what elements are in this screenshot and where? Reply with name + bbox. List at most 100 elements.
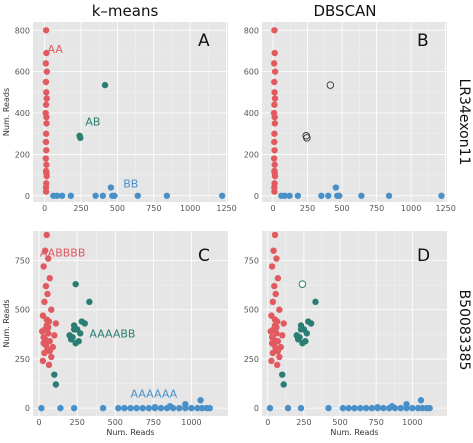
panel-background	[262, 22, 447, 202]
data-point	[145, 404, 152, 412]
data-point	[297, 404, 305, 412]
data-point	[101, 81, 109, 89]
data-point	[157, 404, 165, 412]
column-title-kmeans: k–means	[92, 2, 159, 20]
data-point	[380, 404, 387, 412]
data-point	[206, 404, 213, 412]
data-point	[45, 330, 52, 337]
data-point	[281, 192, 288, 199]
x-axis-label: Num. Reads	[330, 428, 378, 437]
data-point	[409, 404, 416, 412]
panels: 0 250 500 750 1000 1250 0 200 400 600 800 Num. Read…	[2, 22, 456, 437]
data-point	[299, 339, 306, 347]
cluster-label: AAAABB	[89, 327, 135, 340]
data-point	[77, 330, 84, 337]
data-point	[312, 298, 319, 306]
data-point	[151, 403, 159, 411]
data-point	[43, 95, 50, 102]
x-axis-label: Num. Reads	[106, 428, 154, 437]
y-tick-label: 400	[244, 109, 259, 118]
x-tick-label: 1250	[435, 204, 455, 213]
data-point	[42, 78, 50, 86]
data-point	[345, 404, 352, 412]
x-tick-label: 500	[334, 204, 349, 213]
panel-letter: B	[417, 31, 429, 51]
y-axis-label: Num. Reads	[2, 299, 11, 347]
panel-background	[33, 22, 228, 202]
data-point	[41, 298, 48, 306]
data-point	[357, 404, 364, 412]
y-tick-label: 750	[15, 257, 30, 266]
y-tick-label: 800	[15, 26, 30, 35]
data-point	[397, 404, 404, 412]
data-point	[99, 192, 107, 199]
data-point	[271, 78, 278, 86]
data-point	[42, 138, 50, 146]
y-tick-label: 600	[15, 68, 30, 77]
data-point	[273, 330, 280, 337]
data-point	[39, 312, 47, 319]
y-tick-label: 200	[244, 150, 259, 159]
data-point	[279, 332, 286, 339]
data-point	[45, 361, 53, 369]
y-tick-label: 250	[244, 355, 259, 364]
cluster-label: AABBBB	[40, 247, 86, 260]
y-tick-label: 0	[25, 404, 30, 413]
x-tick-label: 250	[70, 418, 85, 427]
data-point	[271, 95, 279, 102]
data-point	[268, 357, 275, 365]
data-point	[307, 320, 315, 327]
data-point	[276, 353, 283, 361]
cluster-label: AB	[85, 115, 100, 128]
data-point	[43, 49, 50, 57]
data-point	[42, 60, 50, 67]
x-tick-label: 750	[146, 418, 161, 427]
data-point	[163, 192, 171, 199]
data-point	[276, 306, 283, 313]
data-point	[92, 192, 99, 199]
data-point	[43, 161, 50, 168]
data-point	[368, 404, 376, 412]
data-point	[198, 404, 206, 412]
data-point	[303, 134, 311, 142]
data-point	[44, 290, 51, 298]
data-point	[325, 404, 332, 412]
row-title-bottom: B50083385	[456, 290, 472, 371]
data-point	[274, 275, 282, 282]
panel-background	[33, 231, 228, 416]
y-tick-label: 0	[254, 192, 259, 201]
data-point	[438, 192, 445, 199]
data-point	[271, 188, 278, 195]
data-point	[271, 169, 278, 177]
data-point	[294, 336, 302, 343]
data-point	[134, 192, 141, 199]
data-point	[358, 192, 365, 199]
panel-background	[262, 231, 447, 416]
data-point	[42, 101, 50, 108]
data-point	[270, 247, 277, 254]
data-point	[271, 130, 278, 137]
data-point	[303, 330, 311, 337]
x-tick-label: 1000	[180, 204, 200, 213]
data-point	[272, 290, 279, 298]
data-point	[51, 332, 58, 339]
data-point	[43, 89, 50, 96]
data-point	[81, 320, 88, 327]
data-point	[273, 361, 281, 369]
data-point	[269, 298, 277, 306]
data-point	[99, 404, 107, 412]
x-tick-label: 0	[42, 204, 47, 213]
data-point	[43, 169, 50, 177]
y-tick-label: 800	[244, 26, 259, 35]
data-point	[41, 247, 49, 254]
data-point	[45, 324, 52, 331]
data-point	[218, 192, 226, 199]
y-tick-label: 0	[254, 404, 259, 413]
data-point	[77, 134, 84, 142]
data-point	[271, 101, 278, 108]
data-point	[270, 155, 278, 162]
data-point	[40, 339, 47, 347]
data-point	[48, 353, 55, 361]
data-point	[188, 404, 195, 412]
